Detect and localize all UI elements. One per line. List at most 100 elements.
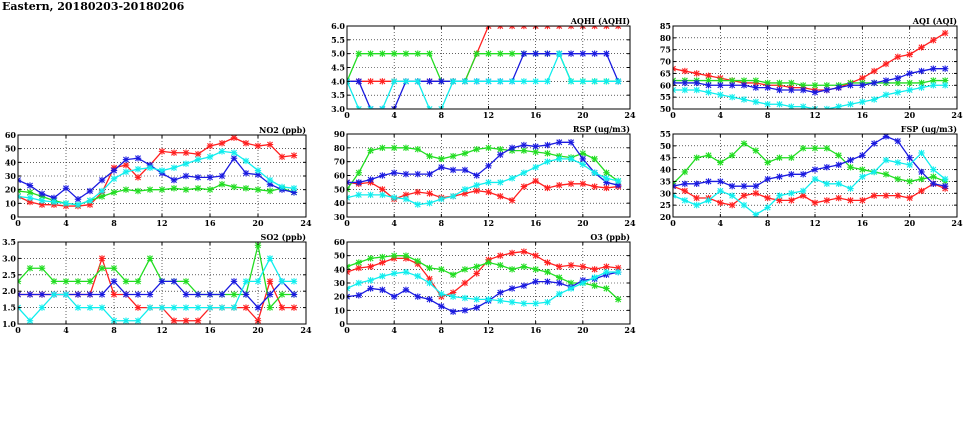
data-point-cyan <box>532 300 539 307</box>
data-point-cyan <box>206 153 214 161</box>
data-point-cyan <box>38 197 46 204</box>
y-tick-label: 60 <box>5 130 17 140</box>
data-point-blue <box>681 180 689 187</box>
data-point-blue <box>532 143 539 150</box>
y-tick-label: 50 <box>334 184 346 194</box>
data-point-red <box>134 304 142 311</box>
data-point-cyan <box>752 98 760 106</box>
marker-stroke <box>826 106 830 109</box>
series-line-blue <box>673 135 946 187</box>
data-point-red <box>556 181 563 189</box>
x-tick-label: 12 <box>809 110 820 120</box>
data-point-blue <box>74 196 82 203</box>
data-point-red <box>182 317 190 324</box>
data-point-green <box>379 253 386 261</box>
marker-stroke <box>18 280 21 285</box>
x-tick-label: 0 <box>15 325 21 335</box>
data-point-red <box>461 279 469 287</box>
marker-stroke <box>570 26 575 29</box>
data-point-red <box>811 199 819 206</box>
data-point-red <box>532 177 539 185</box>
data-point-cyan <box>230 149 238 156</box>
data-point-red <box>823 197 831 204</box>
data-point-red <box>859 74 866 82</box>
data-point-blue <box>673 79 677 87</box>
data-point-blue <box>520 50 528 57</box>
marker-stroke <box>511 26 516 29</box>
y-tick-label: 50 <box>334 251 346 261</box>
data-point-red <box>870 67 878 75</box>
data-point-green <box>230 291 238 298</box>
data-point-blue <box>414 293 421 300</box>
data-point-red <box>473 270 480 277</box>
data-point-cyan <box>693 86 700 94</box>
data-point-cyan <box>847 101 854 108</box>
data-point-green <box>355 50 362 57</box>
data-point-red <box>497 26 504 30</box>
marker-stroke <box>347 181 350 186</box>
data-point-blue <box>122 291 130 298</box>
marker-stroke <box>18 306 21 311</box>
data-point-blue <box>230 155 238 162</box>
y-tick-label: 85 <box>660 21 671 31</box>
marker-stroke <box>347 196 350 201</box>
data-point-cyan <box>379 105 386 109</box>
data-point-cyan <box>906 86 913 94</box>
data-point-blue <box>520 282 528 289</box>
data-point-cyan <box>485 296 492 303</box>
data-point-blue <box>170 278 178 285</box>
data-point-blue <box>62 185 70 192</box>
series-group <box>673 29 949 109</box>
data-point-green <box>930 173 937 180</box>
marker-stroke <box>673 194 676 199</box>
data-point-cyan <box>62 200 70 207</box>
data-point-green <box>266 187 274 195</box>
data-point-green <box>182 278 190 285</box>
y-tick-label: 40 <box>660 165 672 175</box>
data-point-red <box>134 174 142 181</box>
x-tick-label: 24 <box>951 218 963 228</box>
x-tick-label: 20 <box>252 325 264 335</box>
data-point-blue <box>882 134 890 140</box>
y-tick-label: 1.0 <box>2 319 16 329</box>
data-point-cyan <box>290 278 298 285</box>
data-point-cyan <box>941 175 949 183</box>
data-point-cyan <box>579 161 587 168</box>
y-tick-label: 4.0 <box>331 76 345 86</box>
data-point-blue <box>206 291 214 298</box>
data-point-cyan <box>799 103 807 109</box>
data-point-green <box>508 266 516 273</box>
y-tick-label: 70 <box>334 157 346 167</box>
data-point-green <box>26 189 34 196</box>
data-point-blue <box>740 182 748 190</box>
data-point-red <box>367 263 374 270</box>
marker-stroke <box>487 26 492 29</box>
data-point-cyan <box>402 268 410 276</box>
x-tick-label: 4 <box>391 110 397 120</box>
data-point-green <box>556 274 563 281</box>
data-point-cyan <box>556 50 563 57</box>
data-point-cyan <box>591 78 598 85</box>
marker-stroke <box>367 106 372 109</box>
data-point-green <box>520 263 528 270</box>
y-tick-label: 30 <box>660 188 672 198</box>
data-point-green <box>603 285 610 292</box>
data-point-green <box>811 145 819 152</box>
data-point-blue <box>242 170 250 177</box>
data-point-cyan <box>497 78 504 85</box>
data-point-red <box>788 197 795 204</box>
marker-stroke <box>568 26 572 29</box>
marker-stroke <box>347 285 350 290</box>
data-point-blue <box>218 291 226 298</box>
data-point-green <box>206 186 214 193</box>
x-tick-label: 24 <box>300 325 312 335</box>
data-point-cyan <box>355 279 362 287</box>
y-tick-label: 20 <box>334 292 346 302</box>
data-point-red <box>520 26 528 30</box>
data-point-blue <box>693 79 700 87</box>
y-tick-label: 40 <box>5 157 17 167</box>
data-point-blue <box>918 168 925 176</box>
data-point-blue <box>367 176 374 183</box>
y-tick-label: 70 <box>660 57 672 67</box>
y-tick-label: 60 <box>334 171 346 181</box>
